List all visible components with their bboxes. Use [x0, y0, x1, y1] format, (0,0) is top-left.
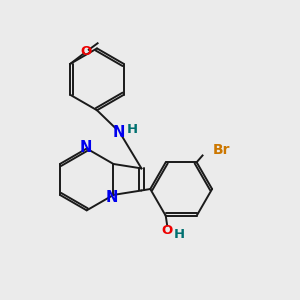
- Text: O: O: [162, 224, 173, 237]
- Text: Br: Br: [212, 142, 230, 157]
- Text: H: H: [174, 227, 185, 241]
- Text: H: H: [127, 124, 138, 136]
- Text: N: N: [113, 125, 125, 140]
- Text: N: N: [80, 140, 92, 155]
- Text: O: O: [81, 45, 92, 58]
- Text: N: N: [106, 190, 118, 205]
